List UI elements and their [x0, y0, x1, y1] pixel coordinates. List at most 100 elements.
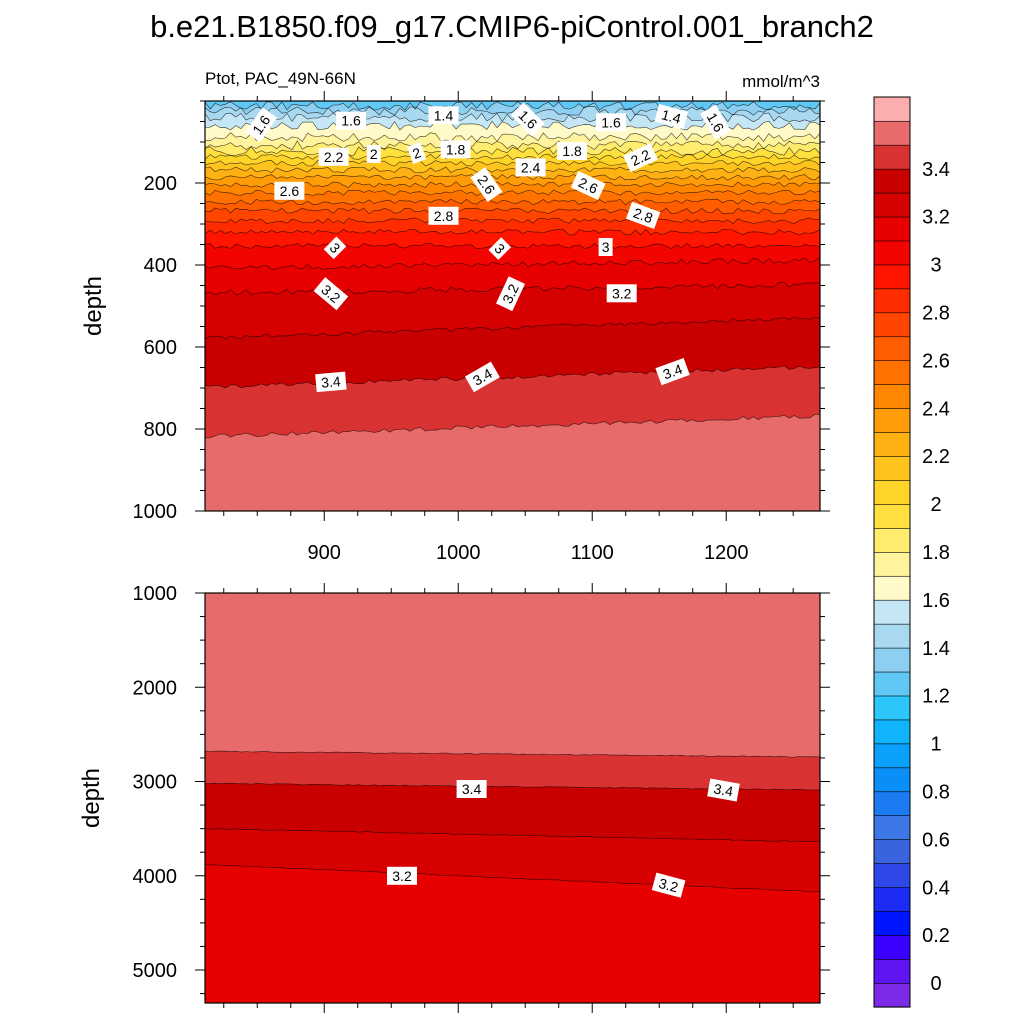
contour-label: 1.8	[557, 142, 588, 160]
contour-label: 3	[488, 237, 512, 260]
contour-label-bg	[651, 872, 686, 898]
contour-label-text: 1.4	[660, 106, 683, 127]
contour-label-text: 2.6	[576, 174, 601, 197]
colorbar-tick-label: 3.2	[922, 207, 950, 229]
contour-label-text: 2.4	[521, 159, 541, 175]
bottom-plot-frame	[204, 592, 821, 1004]
contour-band	[205, 593, 820, 758]
colorbar-swatch	[873, 815, 911, 840]
colorbar-tick-label: 1.4	[922, 638, 950, 660]
x-tick-label: 1200	[704, 542, 749, 564]
contour-label-text: 1.8	[562, 143, 582, 159]
top-y-axis-title: depth	[80, 276, 107, 336]
colorbar-swatch	[873, 623, 911, 649]
colorbar-swatch	[873, 336, 911, 362]
contour-label-bg	[598, 238, 613, 256]
contour-label: 3.2	[387, 866, 417, 885]
contour-label: 3.4	[464, 361, 500, 393]
contour-line	[205, 189, 820, 196]
contour-label-text: 3.2	[657, 875, 680, 896]
contour-label-bg	[245, 107, 278, 143]
y-tick-label: 5000	[133, 960, 178, 982]
contour-label-text: 3.4	[462, 781, 482, 797]
colorbar-swatch	[873, 264, 911, 290]
colorbar-swatch	[873, 455, 911, 481]
contour-label-bg	[428, 106, 459, 125]
colorbar-swatch	[873, 910, 911, 936]
contour-label-bg	[440, 140, 471, 159]
contour-line	[205, 864, 820, 893]
colorbar-tick-label: 1.2	[922, 686, 950, 708]
colorbar-swatch	[873, 863, 911, 888]
contour-label-text: 3.4	[321, 373, 342, 391]
bottom-y-axis-title: depth	[78, 768, 105, 828]
colorbar-tick-label: 0	[930, 973, 941, 995]
contour-label: 2.6	[274, 181, 305, 200]
contour-label-bg	[557, 142, 588, 160]
colorbar-swatch	[873, 599, 911, 625]
colorbar-tick-label: 1.8	[922, 542, 950, 564]
contour-label: 2.2	[318, 147, 349, 166]
contour-label-text: 3.2	[612, 285, 632, 301]
colorbar-swatch	[873, 96, 911, 122]
contour-line	[205, 174, 820, 181]
colorbar-swatch	[873, 743, 911, 769]
contour-label: 3.2	[651, 872, 686, 898]
y-tick-label: 4000	[133, 866, 178, 888]
colorbar-swatch	[873, 934, 911, 960]
contour-line	[205, 365, 820, 389]
contour-label: 1.8	[440, 140, 471, 159]
contour-label: 1.6	[336, 111, 366, 130]
contour-label-text: 2	[370, 146, 378, 162]
contour-label-text: 2.6	[280, 183, 300, 199]
contour-label-bg	[456, 780, 487, 798]
contour-label: 3.4	[456, 780, 487, 798]
colorbar-swatch	[873, 408, 911, 433]
contour-label-bg	[315, 371, 347, 393]
bottom-bands	[205, 593, 820, 1003]
colorbar-tick-label: 0.4	[922, 877, 950, 899]
contour-label-bg	[313, 277, 349, 311]
contour-label: 2	[407, 142, 427, 164]
contour-label-bg	[623, 143, 658, 173]
contour-label-text: 1.8	[446, 141, 466, 157]
top-panel: 1.6 1.6 1.4 1.6 1.6 1.4 1.62.2 2 2 1.8 1.8 2.22.62.…	[80, 91, 830, 564]
contour-label: 2.2	[623, 143, 658, 173]
contour-label-bg	[515, 158, 546, 177]
colorbar-swatch	[873, 168, 911, 194]
contour-label: 2.8	[625, 201, 661, 229]
y-tick-label: 2000	[133, 677, 178, 699]
contour-label-text: 1.6	[341, 113, 361, 129]
contour-label-bg	[510, 102, 545, 137]
contour-label-text: 3.4	[661, 361, 685, 383]
colorbar-tick-label: 2.6	[922, 350, 950, 372]
y-tick-label: 800	[144, 419, 177, 441]
colorbar-tick-label: 3	[930, 255, 941, 277]
top-axes: 900 1000 1100 1200 200 400 600 800 1000	[133, 91, 830, 564]
contour-label-bg	[387, 866, 417, 885]
contour-label-text: 3.2	[499, 281, 522, 306]
contour-label-text: 2.2	[324, 149, 344, 165]
colorbar-swatch	[873, 527, 911, 553]
contour-label-bg	[464, 361, 500, 393]
contour-line	[205, 198, 820, 206]
contour-label-text: 2.2	[628, 146, 653, 169]
colorbar-swatch	[873, 312, 911, 338]
contour-band	[205, 864, 820, 1003]
contour-line	[205, 750, 820, 758]
colorbar-swatch	[873, 719, 911, 745]
x-tick-label: 1100	[571, 542, 614, 564]
colorbar-swatch	[873, 767, 911, 793]
contour-line	[205, 181, 820, 188]
colorbar-tick-label: 2.4	[922, 398, 950, 420]
contour-line	[205, 153, 820, 160]
contour-label-bg	[336, 111, 366, 130]
contour-label: 1.4	[428, 106, 459, 125]
contour-line	[205, 316, 820, 340]
contour-line	[205, 257, 820, 270]
contour-line	[205, 140, 820, 151]
colorbar-swatch	[873, 384, 911, 409]
colorbar-frame	[873, 96, 911, 1008]
y-tick-label: 600	[144, 337, 177, 359]
